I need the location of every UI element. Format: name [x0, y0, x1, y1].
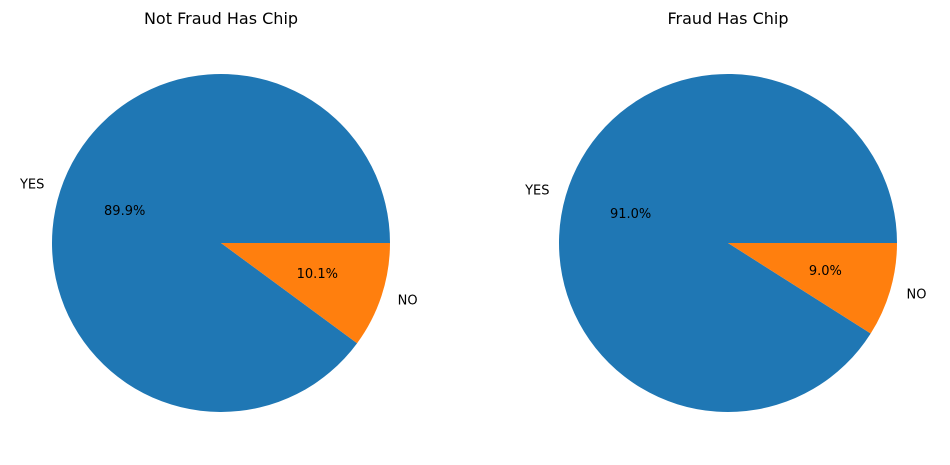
pie-labels: YES 89.9% NO 10.1% [19, 178, 418, 309]
chart-title: Not Fraud Has Chip [144, 9, 298, 28]
pie-value-label: 10.1% [297, 267, 338, 282]
pie-chart-fraud: Fraud Has Chip YES 91.0% NO 9.0% [524, 9, 926, 412]
pie-slice-no [221, 243, 390, 344]
pie-category-label: NO [907, 287, 927, 302]
pie-slices [559, 73, 897, 412]
pie-value-label: 89.9% [104, 204, 145, 219]
pie-category-label: YES [19, 178, 44, 193]
pie-category-label: YES [524, 184, 549, 199]
pie-category-label: NO [398, 294, 418, 309]
pie-slice-yes [559, 73, 897, 412]
pie-slice-yes [51, 74, 390, 413]
pie-slice-no [728, 243, 897, 334]
pie-chart-not-fraud: Not Fraud Has Chip YES 89.9% NO 10.1% [19, 9, 418, 413]
chart-title: Fraud Has Chip [668, 9, 789, 28]
pie-slices [51, 74, 390, 413]
pie-value-label: 9.0% [809, 264, 842, 279]
pie-value-label: 91.0% [610, 207, 651, 222]
pie-labels: YES 91.0% NO 9.0% [524, 184, 926, 303]
